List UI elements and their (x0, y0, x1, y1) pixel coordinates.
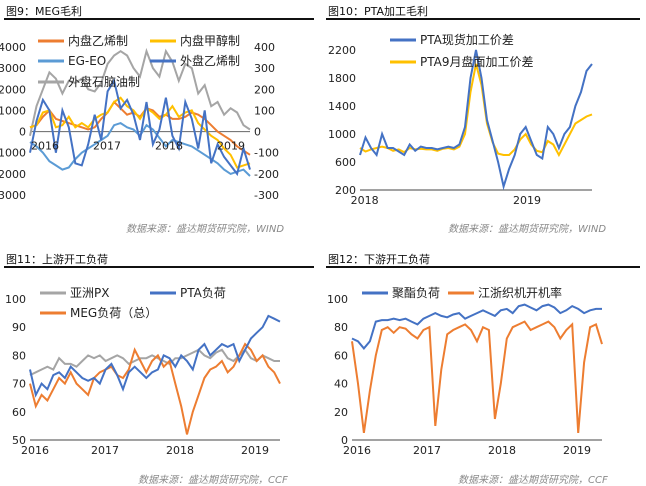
pta-y-tick-600: 600 (335, 156, 356, 169)
pta-series-line-0 (359, 49, 593, 191)
meg-y2-tick-200: 200 (254, 83, 275, 96)
source-note-bottom-left: 数据来源：盛达期货研究院，CCF (138, 475, 288, 486)
meg-y-tick-2000: 2000 (0, 83, 26, 96)
meg-y2-tick-300: 300 (254, 62, 275, 75)
meg-y-tick-4000: 4000 (0, 41, 26, 54)
title-rule-pta (326, 18, 640, 20)
up-y-tick-100: 100 (5, 293, 26, 306)
pta-y-tick-1400: 1400 (328, 100, 356, 113)
meg-y2-tick-100: 100 (254, 104, 275, 117)
up-legend-0-label: 亚洲PX (70, 286, 109, 300)
meg-legend-0-label: 内盘乙烯制 (68, 33, 128, 48)
source-note-top-left: 数据来源：盛达期货研究院，WIND (126, 224, 285, 235)
chart-title-meg: 图9：MEG毛利 (6, 5, 82, 18)
meg-series-line-1 (29, 96, 251, 169)
meg-y-tick-0: 0 (19, 126, 26, 139)
chart-title-pta: 图10：PTA加工毛利 (328, 5, 429, 18)
up-series-line-2 (29, 342, 281, 435)
down-series-line-0 (351, 303, 602, 350)
meg-y2-tick--300: -300 (254, 189, 279, 202)
chart-title-downstream: 图12：下游开工负荷 (328, 253, 430, 266)
up-legend-1-label: PTA负荷 (180, 286, 226, 300)
down-y-tick-0: 0 (341, 434, 348, 447)
up-y-tick-60: 60 (12, 406, 26, 419)
meg-series-line-4 (29, 47, 251, 137)
meg-y-tick--3000: -3000 (0, 189, 26, 202)
meg-y-tick-3000: 3000 (0, 62, 26, 75)
down-series-line-1 (351, 320, 603, 434)
meg-legend-3-label: 外盘乙烯制 (180, 53, 240, 68)
source-note-top-right: 数据来源：盛达期货研究院，WIND (448, 224, 607, 235)
meg-x-tick-2016: 2016 (31, 140, 59, 153)
up-y-tick-80: 80 (12, 349, 26, 362)
title-rule-upstream (4, 266, 314, 268)
up-y-tick-90: 90 (12, 321, 26, 334)
meg-y2-tick-0: 0 (254, 126, 261, 139)
meg-x-tick-2017: 2017 (93, 140, 121, 153)
pta-x-tick-2018: 2018 (351, 194, 379, 207)
pta-series-line-1 (359, 63, 593, 158)
title-rule-downstream (326, 266, 640, 268)
down-x-tick-2019: 2019 (563, 444, 591, 457)
meg-y2-tick--100: -100 (254, 147, 279, 160)
up-x-tick-2017: 2017 (91, 444, 119, 457)
source-note-bottom-right: 数据来源：盛达期货研究院，CCF (458, 475, 608, 486)
pta-y-tick-1000: 1000 (328, 128, 356, 141)
up-legend-2-label: MEG负荷（总） (70, 306, 157, 320)
up-x-tick-2016: 2016 (21, 444, 49, 457)
pta-y-tick-1800: 1800 (328, 72, 356, 85)
up-y-tick-50: 50 (12, 434, 26, 447)
meg-legend-4-label: 外盘石脑油制 (68, 74, 140, 89)
down-y-tick-60: 60 (334, 349, 348, 362)
title-rule-meg (4, 18, 314, 20)
pta-legend-0-label: PTA现货加工价差 (420, 32, 514, 47)
pta-y-tick-200: 200 (335, 184, 356, 197)
down-legend-1-label: 江浙织机开机率 (478, 285, 562, 300)
up-y-tick-70: 70 (12, 378, 26, 391)
down-legend-0-label: 聚酯负荷 (392, 286, 440, 300)
pta-legend-1-label: PTA9月盘面加工价差 (420, 54, 533, 69)
up-x-tick-2019: 2019 (241, 444, 269, 457)
down-y-tick-100: 100 (327, 293, 348, 306)
down-y-tick-80: 80 (334, 321, 348, 334)
meg-y-tick-1000: 1000 (0, 104, 26, 117)
meg-series-line-3 (29, 78, 251, 177)
meg-legend-1-label: 内盘甲醇制 (180, 33, 240, 48)
pta-x-tick-2019: 2019 (513, 194, 541, 207)
up-series-line-1 (29, 314, 281, 398)
pta-y-tick-2200: 2200 (328, 44, 356, 57)
chart-title-upstream: 图11：上游开工负荷 (6, 253, 108, 266)
down-x-tick-2018: 2018 (488, 444, 516, 457)
down-x-tick-2017: 2017 (413, 444, 441, 457)
down-x-tick-2016: 2016 (343, 444, 371, 457)
down-y-tick-40: 40 (334, 378, 348, 391)
meg-x-tick-2019: 2019 (217, 140, 245, 153)
meg-y-tick--1000: -1000 (0, 147, 26, 160)
meg-x-tick-2018: 2018 (155, 140, 183, 153)
down-y-tick-20: 20 (334, 406, 348, 419)
meg-y-tick--2000: -2000 (0, 168, 26, 181)
up-x-tick-2018: 2018 (166, 444, 194, 457)
meg-legend-2-label: EG-EO (68, 54, 106, 68)
meg-y2-tick-400: 400 (254, 41, 275, 54)
meg-y2-tick--200: -200 (254, 168, 279, 181)
